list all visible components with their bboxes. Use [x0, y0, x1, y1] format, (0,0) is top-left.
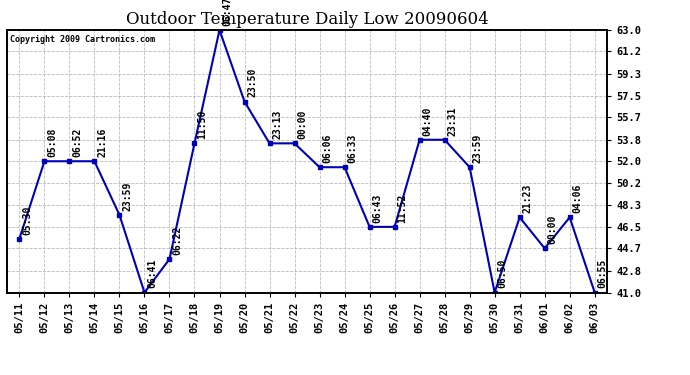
Text: 06:55: 06:55 — [598, 259, 607, 288]
Text: 00:00: 00:00 — [297, 110, 307, 139]
Text: 11:52: 11:52 — [397, 194, 407, 223]
Text: 06:33: 06:33 — [347, 134, 357, 163]
Text: 06:47: 06:47 — [222, 0, 233, 26]
Text: 06:06: 06:06 — [322, 134, 333, 163]
Text: 05:30: 05:30 — [22, 205, 32, 235]
Text: 23:59: 23:59 — [122, 182, 132, 211]
Text: 23:59: 23:59 — [473, 134, 482, 163]
Text: 21:16: 21:16 — [97, 128, 107, 157]
Text: 05:08: 05:08 — [47, 128, 57, 157]
Text: 23:50: 23:50 — [247, 68, 257, 98]
Text: 21:23: 21:23 — [522, 184, 533, 213]
Text: 11:50: 11:50 — [197, 110, 207, 139]
Text: 06:52: 06:52 — [72, 128, 82, 157]
Text: 23:31: 23:31 — [447, 106, 457, 136]
Text: 04:06: 04:06 — [573, 184, 582, 213]
Title: Outdoor Temperature Daily Low 20090604: Outdoor Temperature Daily Low 20090604 — [126, 12, 489, 28]
Text: 23:13: 23:13 — [273, 110, 282, 139]
Text: Copyright 2009 Cartronics.com: Copyright 2009 Cartronics.com — [10, 35, 155, 44]
Text: 06:43: 06:43 — [373, 194, 382, 223]
Text: 06:22: 06:22 — [172, 225, 182, 255]
Text: 06:50: 06:50 — [497, 259, 507, 288]
Text: 06:41: 06:41 — [147, 259, 157, 288]
Text: 04:40: 04:40 — [422, 106, 433, 136]
Text: 00:00: 00:00 — [547, 215, 558, 244]
